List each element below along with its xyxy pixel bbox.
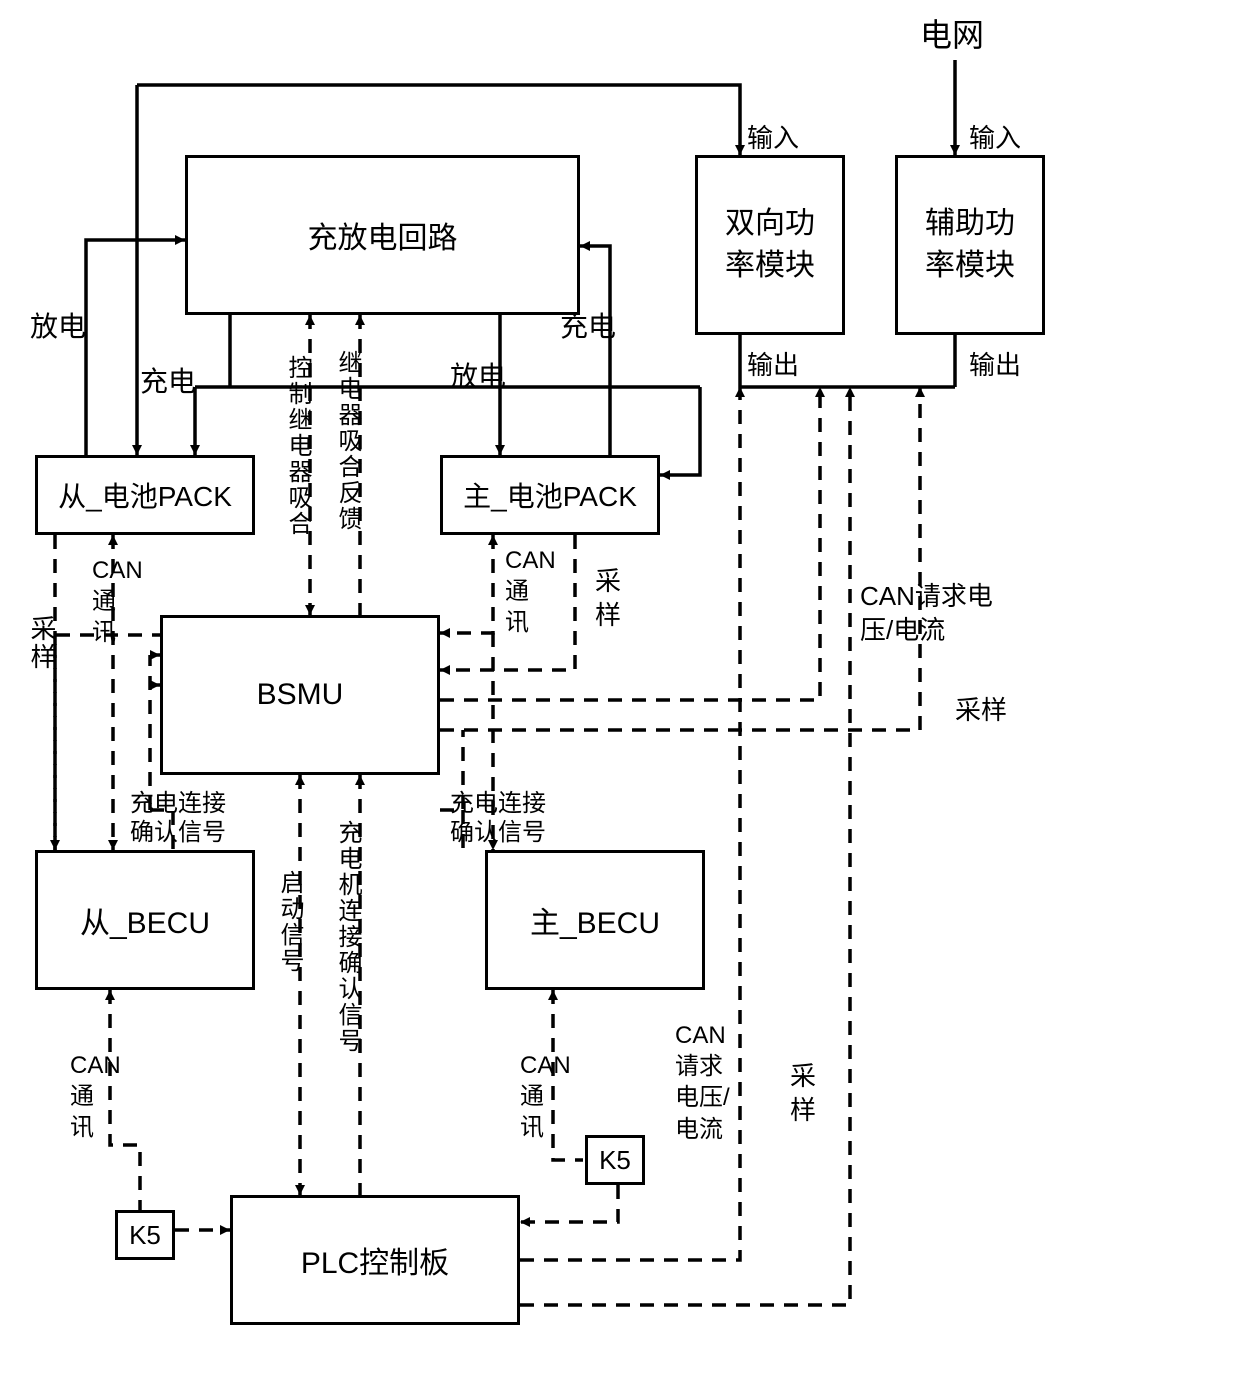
input-label-1: 输入 bbox=[747, 118, 799, 155]
charge-connect-confirm-2: 充电连接 确认信号 bbox=[450, 790, 546, 848]
start-signal-label: 启动信号 bbox=[272, 870, 307, 974]
can-comm-label-3: CAN 通 讯 bbox=[70, 1050, 121, 1144]
bidirectional-power-box: 双向功 率模块 bbox=[695, 155, 845, 335]
k5-right-box: K5 bbox=[585, 1135, 645, 1185]
discharge-label-left: 放电 bbox=[30, 305, 86, 345]
k5-left-box: K5 bbox=[115, 1210, 175, 1260]
slave-becu-box: 从_BECU bbox=[35, 850, 255, 990]
charge-connect-confirm-1: 充电连接 确认信号 bbox=[130, 790, 226, 848]
can-comm-label-4: CAN 通 讯 bbox=[520, 1050, 571, 1144]
input-label-2: 输入 bbox=[969, 118, 1021, 155]
sample-label-mid: 采 样 bbox=[595, 565, 621, 633]
can-request-vc-label-2: CAN 请求 电压/ 电流 bbox=[675, 1020, 730, 1145]
sample-label-bottom: 采 样 bbox=[790, 1060, 816, 1128]
charge-label-left: 充电 bbox=[140, 360, 196, 400]
discharge-label-mid: 放电 bbox=[450, 355, 506, 395]
diagram-canvas: 电网 充放电回路 双向功 率模块 辅助功 率模块 从_电池PACK 主_电池PA… bbox=[0, 0, 1240, 1399]
sample-label-left: 采样 bbox=[24, 615, 61, 671]
can-request-vc-label: CAN请求电 压/电流 bbox=[860, 580, 993, 648]
auxiliary-power-box: 辅助功 率模块 bbox=[895, 155, 1045, 335]
can-comm-label-1: CAN 通 讯 bbox=[92, 555, 143, 649]
output-label-1: 输出 bbox=[747, 345, 799, 382]
charge-discharge-loop-box: 充放电回路 bbox=[185, 155, 580, 315]
plc-control-board-box: PLC控制板 bbox=[230, 1195, 520, 1325]
charger-connect-confirm-label: 充电机连接确认信号 bbox=[330, 820, 365, 1054]
charge-label-mid: 充电 bbox=[560, 305, 616, 345]
slave-battery-pack-box: 从_电池PACK bbox=[35, 455, 255, 535]
control-relay-label: 控制继电器吸合 bbox=[280, 355, 315, 537]
relay-feedback-label: 继电器吸合反馈 bbox=[330, 350, 365, 532]
grid-label: 电网 bbox=[920, 10, 984, 56]
can-comm-label-2: CAN 通 讯 bbox=[505, 545, 556, 639]
sample-label-right: 采样 bbox=[955, 690, 1007, 727]
master-battery-pack-box: 主_电池PACK bbox=[440, 455, 660, 535]
bsmu-box: BSMU bbox=[160, 615, 440, 775]
master-becu-box: 主_BECU bbox=[485, 850, 705, 990]
output-label-2: 输出 bbox=[969, 345, 1021, 382]
